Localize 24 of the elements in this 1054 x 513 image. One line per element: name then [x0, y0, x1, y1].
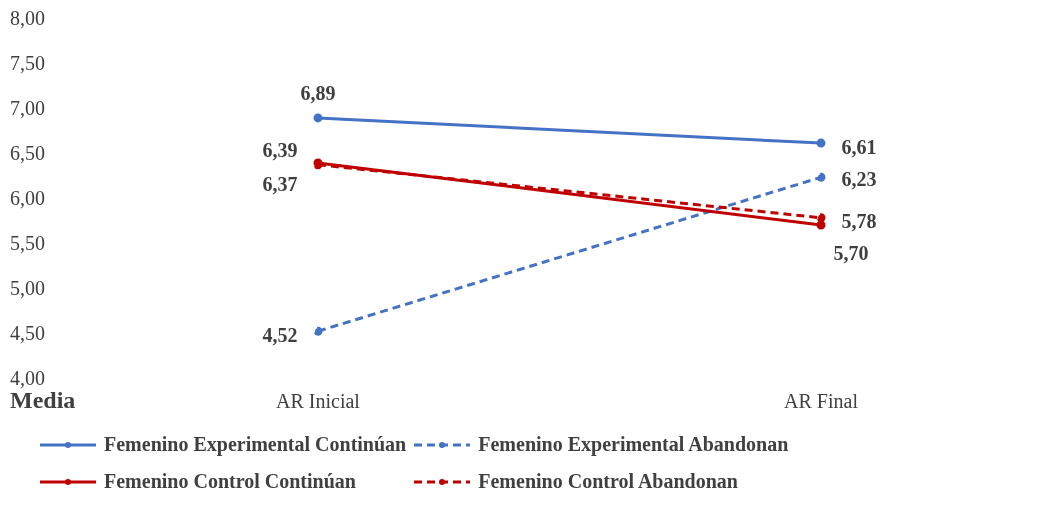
y-tick-label: 5,50 — [10, 232, 45, 255]
y-tick-label: 4,50 — [10, 322, 45, 345]
y-tick-label: 7,00 — [10, 97, 45, 120]
legend-label: Femenino Experimental Abandonan — [478, 433, 789, 456]
y-tick-label: 5,00 — [10, 277, 45, 300]
data-label: 6,39 — [262, 139, 298, 162]
data-label: 4,52 — [262, 323, 298, 346]
data-label: 6,23 — [841, 167, 877, 190]
legend-label: Femenino Experimental Continúan — [104, 433, 407, 456]
data-label: 5,78 — [841, 210, 877, 233]
legend-label: Femenino Control Continúan — [104, 470, 356, 493]
y-tick-label: 6,00 — [10, 187, 45, 210]
y-tick-label: 4,00 — [10, 367, 45, 390]
data-label: 5,70 — [833, 241, 869, 264]
y-tick-label: 6,50 — [10, 142, 45, 165]
y-tick-label: 7,50 — [10, 52, 45, 75]
data-label: 6,89 — [300, 82, 336, 105]
y-tick-label: 8,00 — [10, 7, 45, 30]
data-label: 6,61 — [841, 135, 877, 158]
x-tick-label: AR Inicial — [276, 390, 361, 413]
y-axis-title: Media — [10, 387, 76, 413]
data-label: 6,37 — [262, 173, 298, 196]
legend-label: Femenino Control Abandonan — [478, 470, 738, 493]
x-tick-label: AR Final — [784, 390, 859, 413]
